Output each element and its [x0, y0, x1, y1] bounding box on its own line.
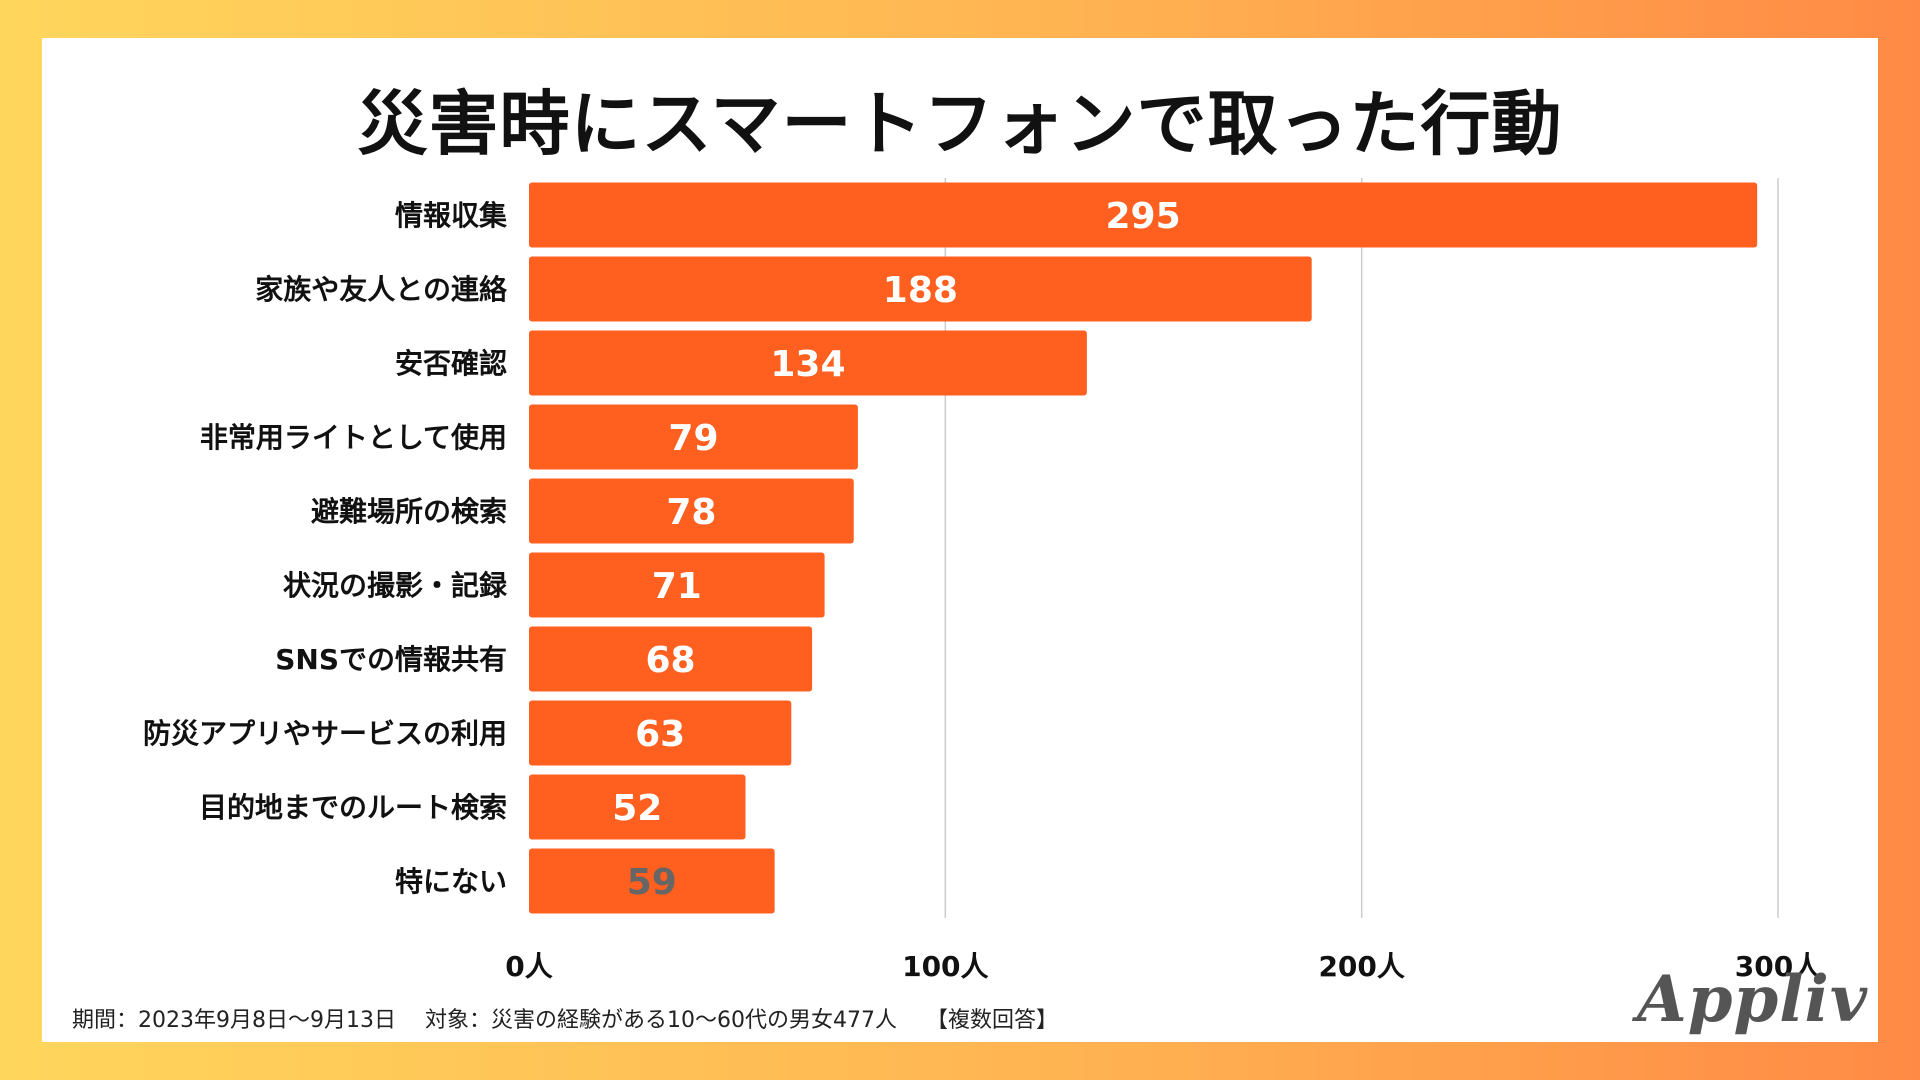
bar-2: [529, 256, 1312, 322]
category-label-6: 状況の撮影・記録: [283, 569, 508, 602]
value-label-6: 71: [652, 566, 702, 607]
bar-10: [529, 848, 775, 914]
bar-chart: 情報収集 295 家族や友人との連絡 188 安否確認 134 非常用ライトとして使用 79 避…: [143, 178, 1821, 983]
category-label-3: 安否確認: [395, 347, 507, 380]
x-tick-label-300: 300人: [1735, 950, 1821, 983]
bar-1: [529, 182, 1758, 248]
value-label-9: 52: [612, 788, 662, 829]
x-tick-label-200: 200人: [1318, 950, 1404, 983]
footnote: 期間：2023年9月8日〜9月13日 対象：災害の経験がある10〜60代の男女4…: [72, 1008, 1058, 1033]
category-label-5: 避難場所の検索: [311, 495, 507, 528]
chart-title: 災害時にスマートフォンで取った行動: [357, 83, 1563, 165]
bar-8: [529, 700, 792, 766]
bar-7: [529, 626, 813, 692]
bar-3: [529, 330, 1087, 396]
category-label-1: 情報収集: [395, 199, 507, 232]
bar-6: [529, 552, 825, 618]
value-label-10: 59: [627, 862, 677, 903]
value-label-2: 188: [883, 270, 958, 311]
bar-9: [529, 774, 746, 840]
value-label-5: 78: [666, 492, 716, 533]
x-tick-label-100: 100人: [902, 950, 988, 983]
value-label-1: 295: [1106, 196, 1181, 237]
category-label-8: 防災アプリやサービスの利用: [143, 717, 507, 750]
chart-card: 災害時にスマートフォンで取った行動 情報収集 295 家族や友人との連絡 188 安否確…: [42, 38, 1878, 1042]
category-label-4: 非常用ライトとして使用: [200, 421, 507, 454]
value-label-8: 63: [635, 714, 685, 755]
value-label-7: 68: [645, 640, 695, 681]
category-label-10: 特にない: [395, 865, 507, 898]
x-tick-label-0: 0人: [505, 950, 552, 983]
category-label-7: SNSでの情報共有: [275, 643, 507, 676]
value-label-3: 134: [770, 344, 845, 385]
bar-4: [529, 404, 858, 470]
category-label-9: 目的地までのルート検索: [199, 791, 507, 824]
bar-5: [529, 478, 854, 544]
category-label-2: 家族や友人との連絡: [255, 273, 508, 306]
value-label-4: 79: [668, 418, 718, 459]
applive-logo: Appliv: [1637, 962, 1868, 1037]
